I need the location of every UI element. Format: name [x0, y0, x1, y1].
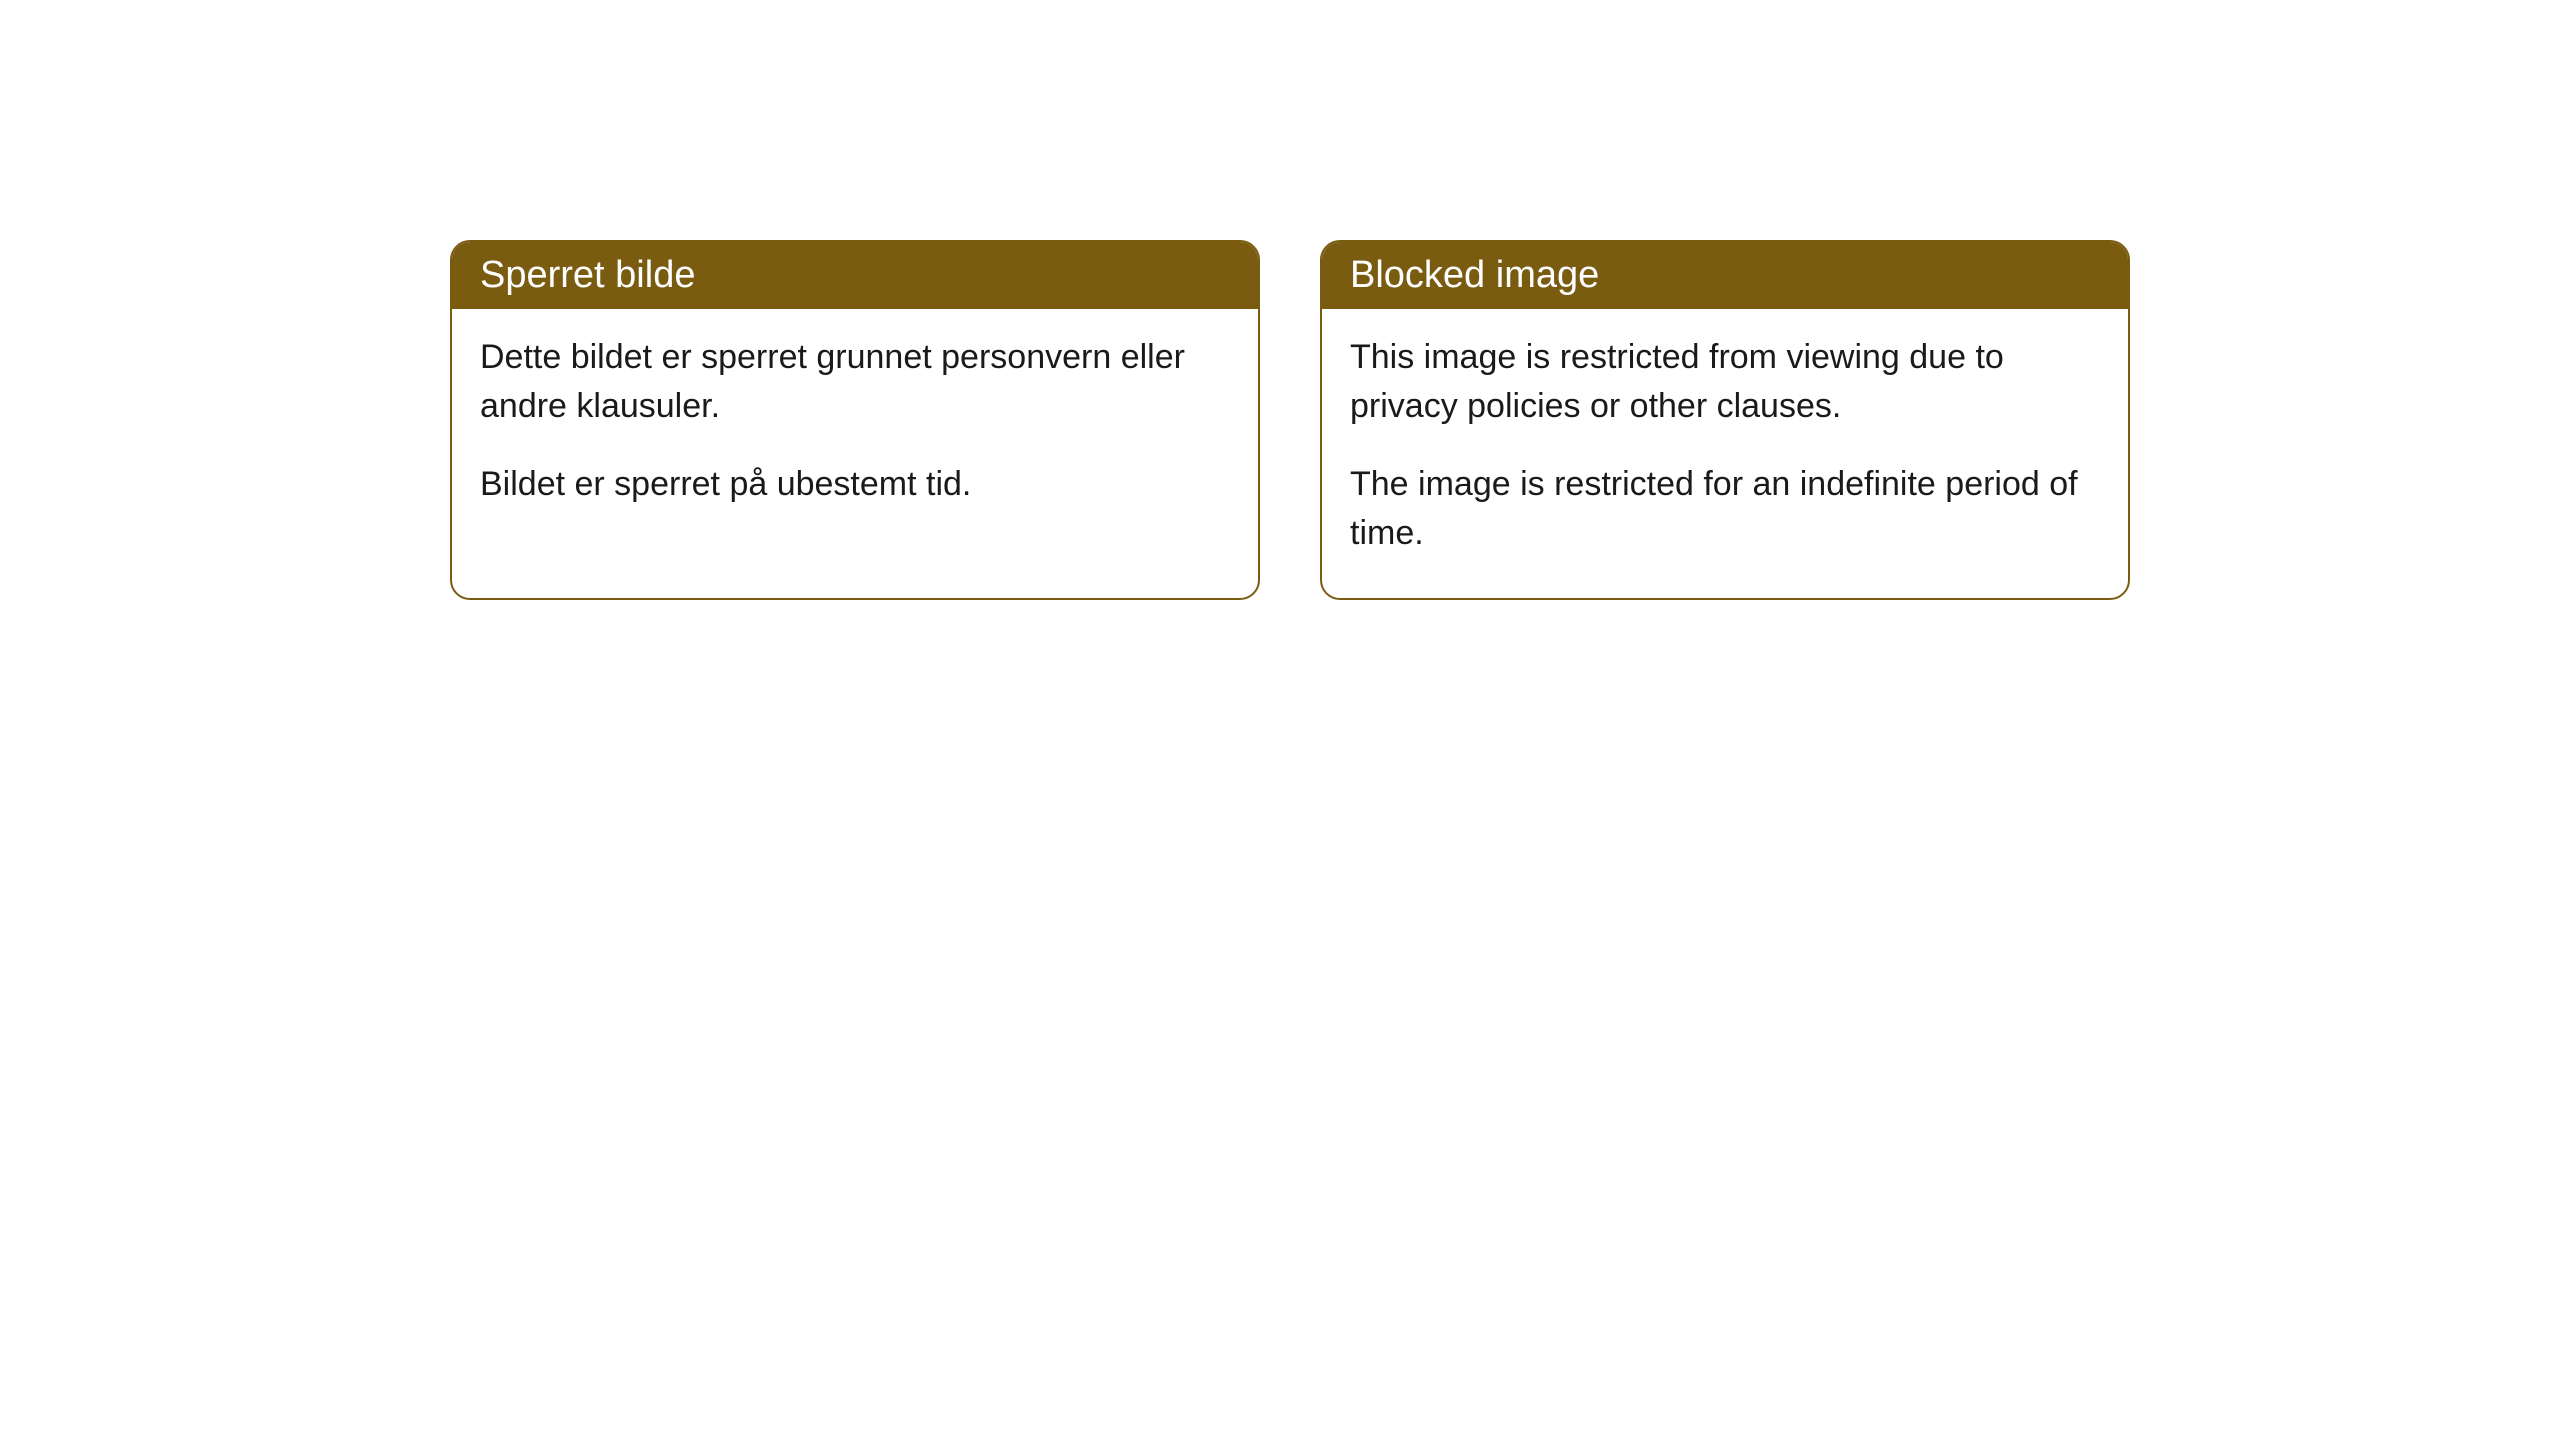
- blocked-image-card-norwegian: Sperret bilde Dette bildet er sperret gr…: [450, 240, 1260, 600]
- blocked-image-card-english: Blocked image This image is restricted f…: [1320, 240, 2130, 600]
- card-paragraph: The image is restricted for an indefinit…: [1350, 460, 2100, 559]
- card-title: Sperret bilde: [480, 254, 695, 296]
- card-paragraph: Dette bildet er sperret grunnet personve…: [480, 333, 1230, 432]
- card-body: Dette bildet er sperret grunnet personve…: [452, 309, 1258, 549]
- card-header: Sperret bilde: [452, 242, 1258, 309]
- card-title: Blocked image: [1350, 254, 1599, 296]
- card-header: Blocked image: [1322, 242, 2128, 309]
- card-paragraph: This image is restricted from viewing du…: [1350, 333, 2100, 432]
- card-body: This image is restricted from viewing du…: [1322, 309, 2128, 598]
- cards-container: Sperret bilde Dette bildet er sperret gr…: [450, 240, 2130, 600]
- card-paragraph: Bildet er sperret på ubestemt tid.: [480, 460, 1230, 509]
